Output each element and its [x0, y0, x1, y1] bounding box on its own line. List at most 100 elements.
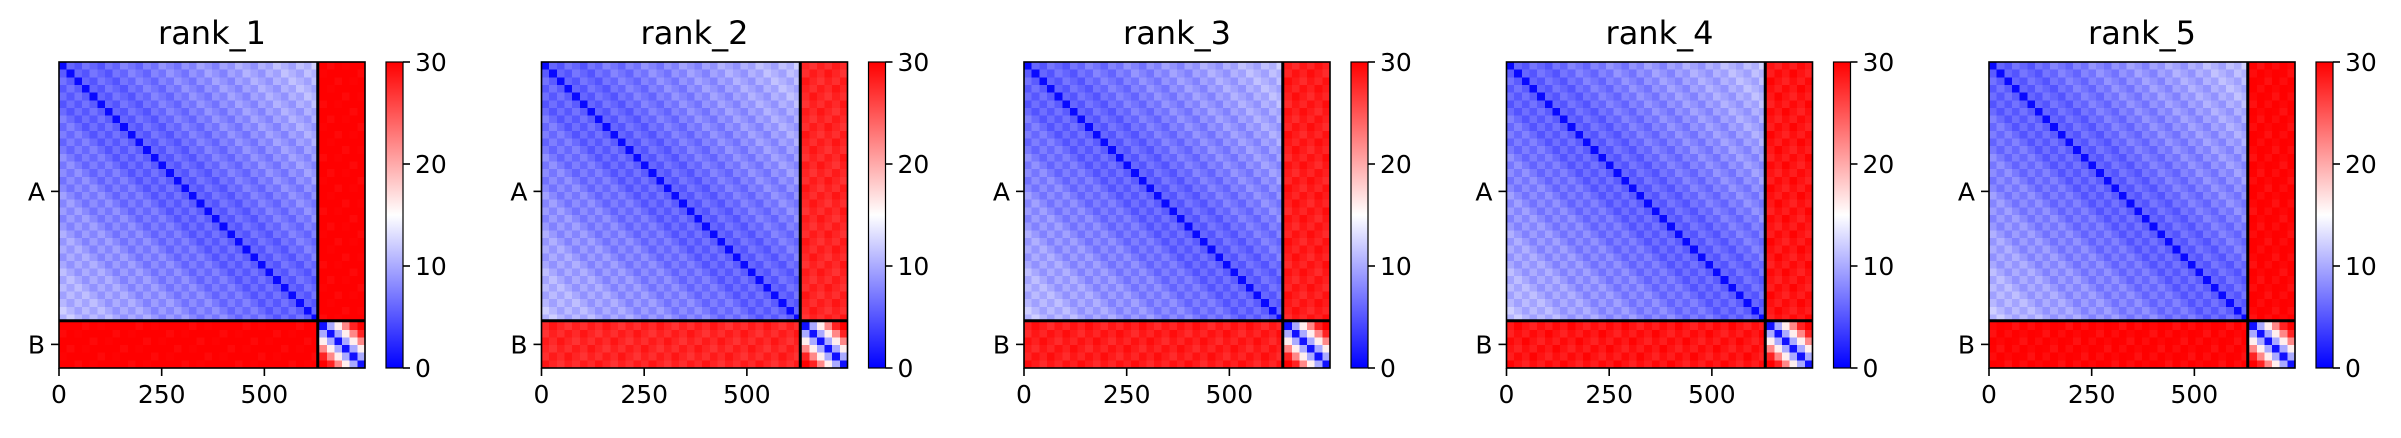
heatmap-cell [1138, 115, 1147, 124]
heatmap-cell [219, 329, 228, 338]
heatmap-cell [633, 100, 642, 109]
heatmap-cell [74, 222, 83, 231]
heatmap-cell [227, 345, 236, 354]
heatmap-cell [832, 192, 841, 201]
heatmap-cell [1230, 62, 1239, 71]
heatmap-cell [694, 260, 703, 270]
heatmap-cell [656, 314, 665, 323]
heatmap-cell [1115, 107, 1124, 117]
heatmap-cell [1031, 352, 1040, 361]
heatmap-cell [633, 84, 642, 94]
heatmap-cell [1199, 199, 1209, 208]
heatmap-cell [755, 138, 764, 147]
heatmap-cell [288, 329, 297, 338]
heatmap-cell [1651, 62, 1660, 71]
heatmap-cell [663, 107, 673, 117]
heatmap-cell [250, 306, 259, 315]
heatmap-cell [1077, 299, 1086, 308]
heatmap-cell [725, 176, 734, 185]
heatmap-cell [832, 215, 841, 224]
heatmap-cell [288, 299, 297, 308]
heatmap-cell [832, 92, 841, 101]
heatmap-cell [763, 291, 772, 300]
heatmap-cell [104, 276, 114, 285]
heatmap-cell [1138, 192, 1147, 201]
heatmap-cell [1169, 291, 1178, 300]
heatmap-cell [686, 245, 695, 254]
heatmap-cell [296, 146, 305, 155]
heatmap-cell [786, 306, 795, 315]
heatmap-cell [725, 268, 734, 277]
heatmap-cell [1207, 138, 1216, 147]
heatmap-cell [234, 352, 244, 361]
heatmap-cell [572, 329, 581, 338]
heatmap-cell [610, 329, 619, 338]
heatmap-cell [671, 169, 680, 178]
heatmap-cell [618, 283, 627, 292]
heatmap-cell [127, 299, 136, 308]
heatmap-cell [763, 192, 772, 201]
heatmap-cell [173, 222, 182, 231]
heatmap-cell [564, 222, 573, 231]
heatmap-cell [595, 169, 604, 178]
heatmap-cell [227, 169, 236, 178]
heatmap-cell [648, 100, 657, 109]
heatmap-cell [1115, 62, 1124, 71]
heatmap-cell [595, 115, 604, 124]
heatmap-cell [1230, 84, 1239, 94]
heatmap-cell [189, 176, 198, 185]
heatmap-cell [663, 322, 673, 331]
heatmap-cell [357, 352, 366, 361]
heatmap-cell [809, 222, 818, 231]
heatmap-cell [640, 138, 650, 147]
heatmap-cell [663, 260, 673, 270]
heatmap-cell [1069, 84, 1079, 94]
heatmap-cell [311, 329, 320, 338]
heatmap-cell [66, 192, 75, 201]
heatmap-cell [135, 146, 144, 155]
heatmap-cell [1069, 314, 1079, 323]
heatmap-cell [81, 199, 91, 208]
heatmap-cell [1031, 230, 1040, 239]
heatmap-cell [234, 130, 244, 139]
heatmap-cell [763, 306, 772, 315]
heatmap-cell [663, 169, 673, 178]
heatmap-cell [556, 237, 565, 247]
heatmap-cell [839, 199, 848, 208]
heatmap-cell [663, 146, 673, 155]
heatmap-cell [1222, 329, 1232, 338]
heatmap-cell [725, 161, 734, 170]
heatmap-cell [1222, 345, 1232, 354]
heatmap-cell [648, 215, 657, 224]
heatmap-cell [1238, 192, 1247, 201]
heatmap-cell [549, 92, 558, 101]
heatmap-cell [1621, 77, 1630, 86]
heatmap-cell [1138, 69, 1147, 78]
heatmap-cell [127, 268, 136, 277]
heatmap-cell [755, 230, 764, 239]
heatmap-cell [181, 176, 190, 185]
heatmap-cell [717, 360, 726, 369]
heatmap-cell [196, 146, 205, 155]
heatmap-cell [250, 184, 259, 193]
heatmap-cell [824, 146, 833, 155]
heatmap-cell [625, 322, 634, 331]
heatmap-cell [778, 115, 787, 124]
heatmap-cell [257, 62, 267, 71]
heatmap-cell [656, 123, 665, 132]
heatmap-cell [755, 192, 764, 201]
heatmap-cell [1276, 123, 1285, 132]
heatmap-cell [311, 360, 320, 369]
heatmap-cell [1261, 100, 1270, 109]
heatmap-cell [127, 192, 136, 201]
heatmap-cell [212, 283, 221, 292]
heatmap-cell [112, 92, 121, 101]
heatmap-cell [158, 245, 167, 254]
heatmap-cell [143, 260, 152, 270]
heatmap-cell [1307, 123, 1316, 132]
heatmap-cell [694, 153, 703, 162]
heatmap-cell [1100, 184, 1109, 193]
heatmap-cell [549, 291, 558, 300]
heatmap-cell [1238, 153, 1247, 162]
heatmap-cell [273, 291, 282, 300]
